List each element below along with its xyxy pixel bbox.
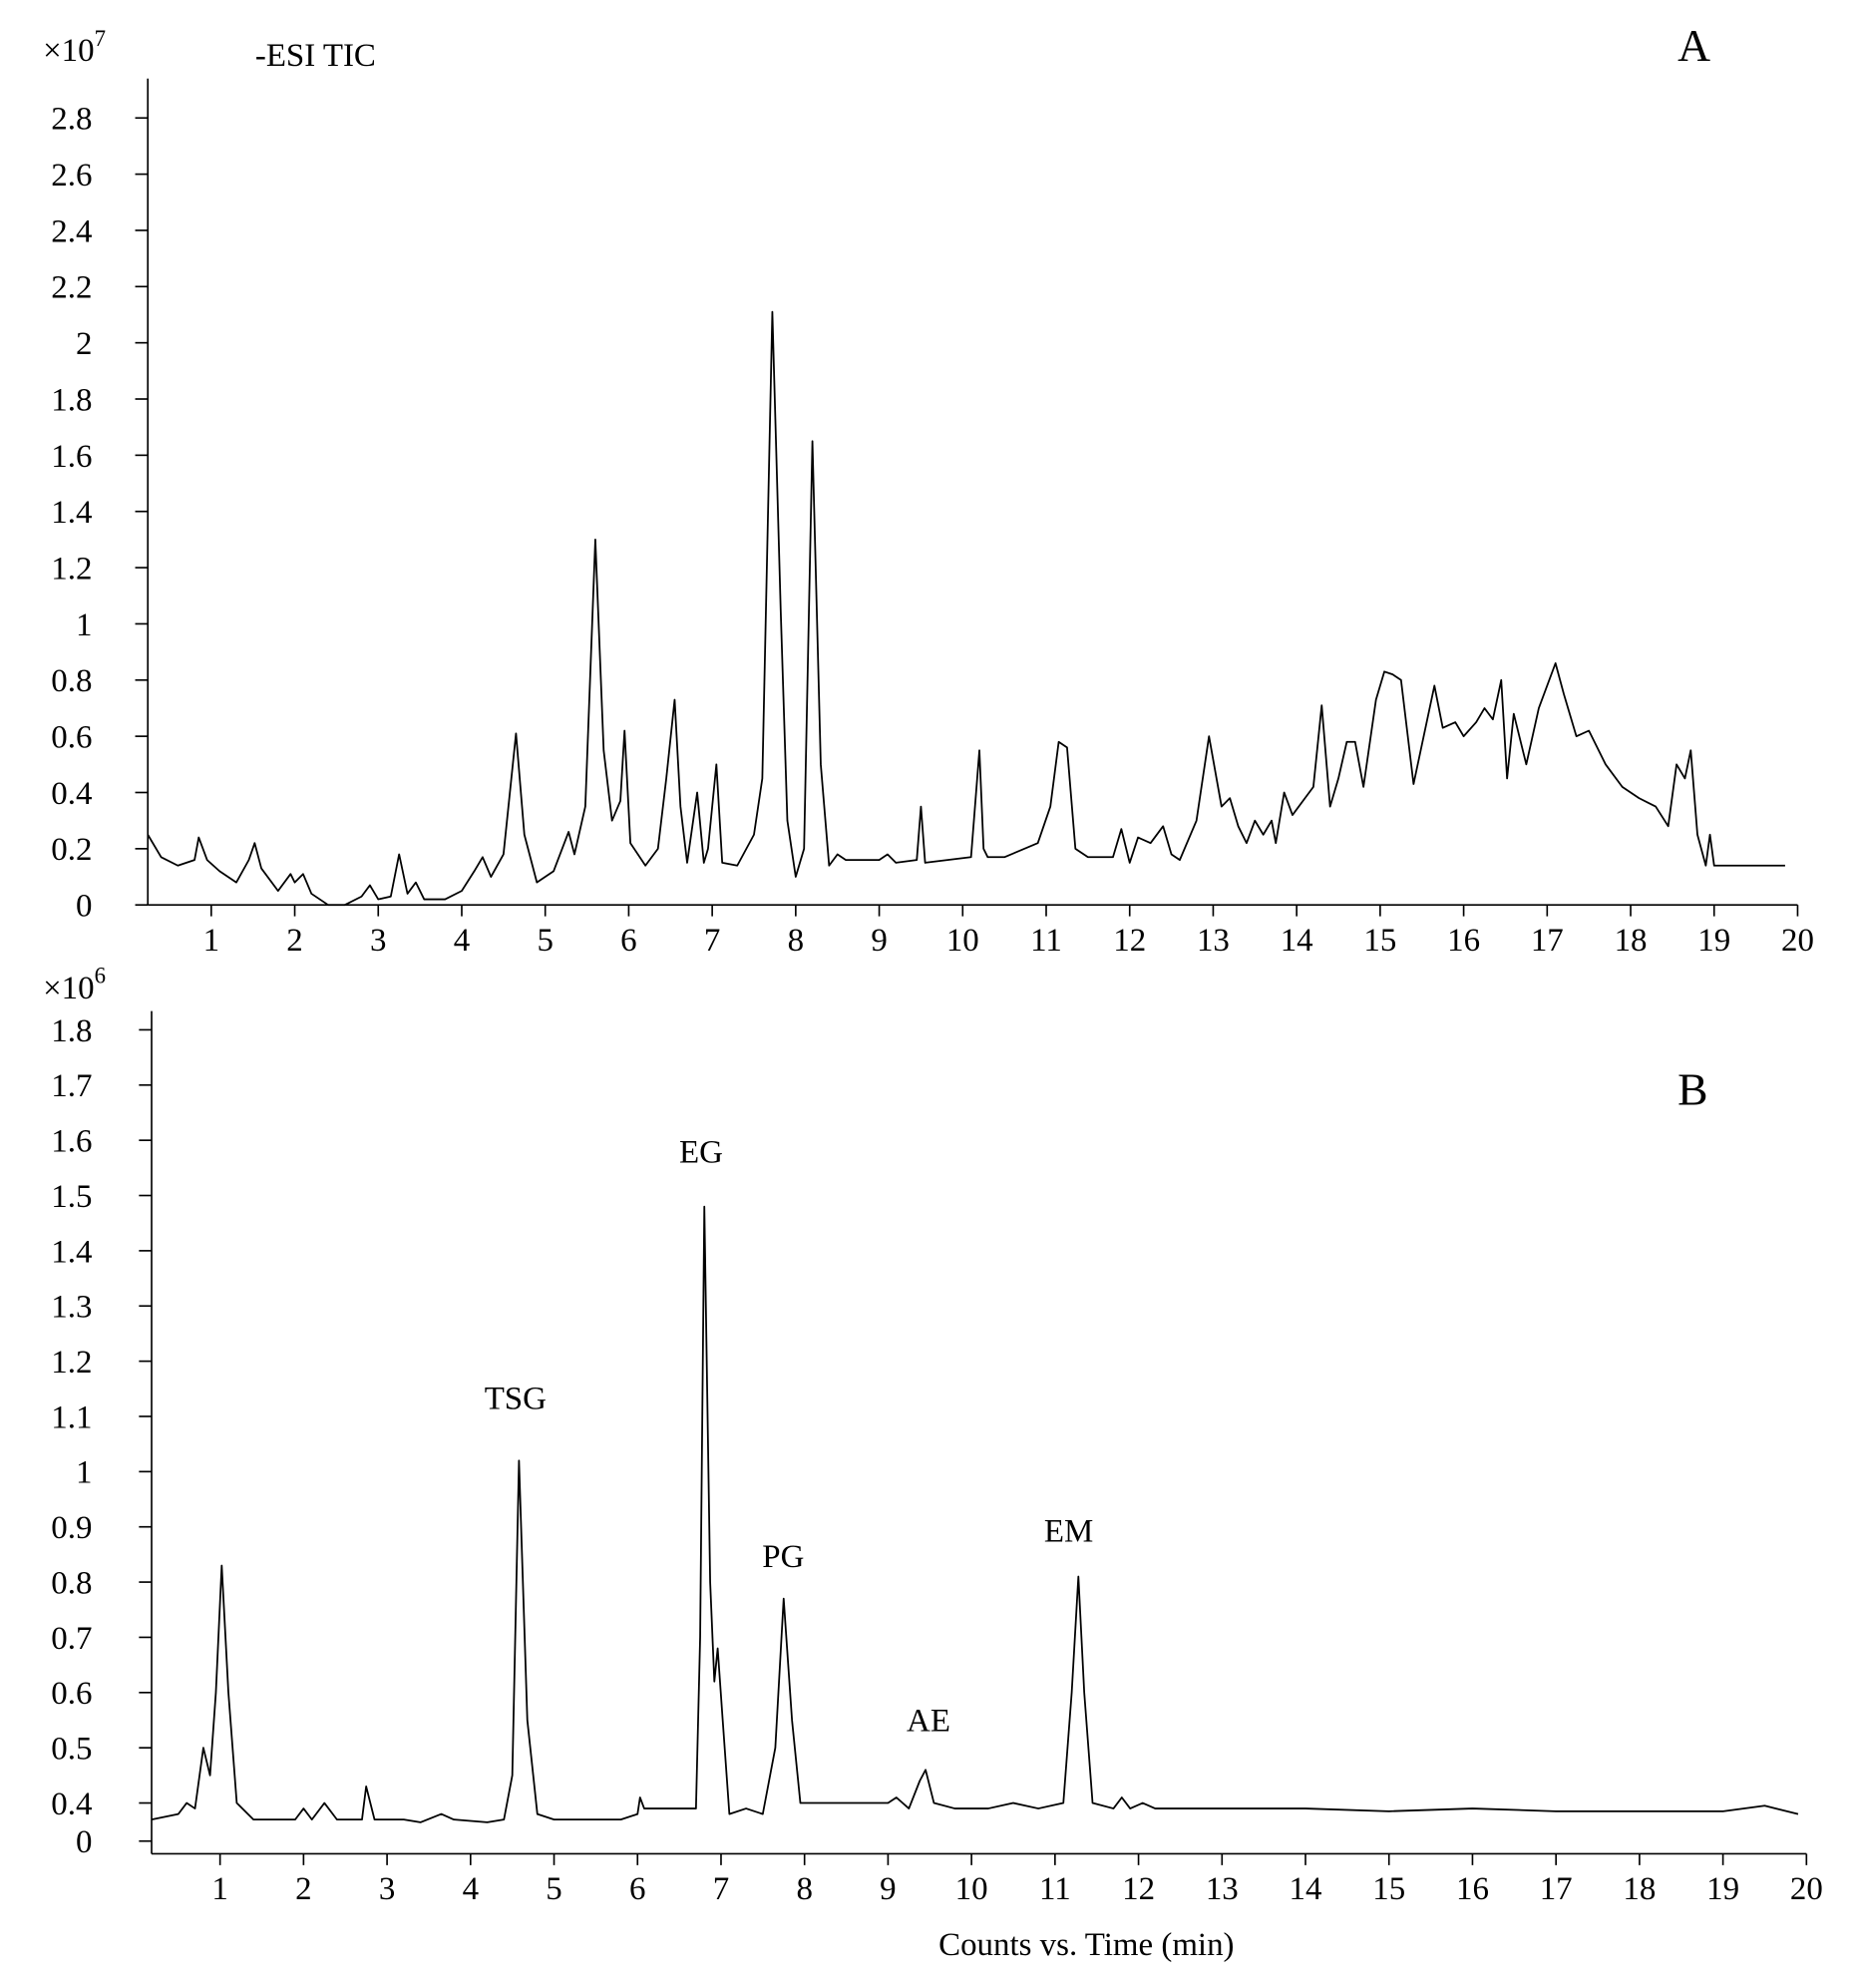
- y-tick-label: 1.6: [51, 1124, 92, 1160]
- multiplier-exponent: 6: [95, 964, 106, 989]
- x-tick-label: 1: [203, 923, 219, 959]
- x-tick-label: 19: [1706, 1871, 1739, 1907]
- y-tick-label: 1.7: [51, 1068, 92, 1104]
- y-tick-label: 1.6: [51, 439, 92, 475]
- y-tick-label: 0: [76, 1824, 92, 1860]
- y-tick-label: 2.8: [51, 102, 92, 138]
- y-tick-label: 0.8: [51, 663, 92, 699]
- y-tick-label: 0.4: [51, 1787, 92, 1822]
- x-tick-label: 15: [1372, 1871, 1405, 1907]
- y-multiplier: ×106: [43, 964, 106, 1006]
- x-tick-label: 18: [1615, 923, 1648, 959]
- y-tick-label: 1.1: [51, 1399, 92, 1435]
- x-tick-label: 20: [1781, 923, 1814, 959]
- panel-label: A: [1677, 20, 1710, 71]
- y-tick-label: 1.8: [51, 382, 92, 418]
- x-tick-label: 20: [1790, 1871, 1823, 1907]
- peak-annotation: EG: [679, 1135, 723, 1171]
- y-tick-label: 1.5: [51, 1179, 92, 1215]
- y-tick-label: 1.2: [51, 551, 92, 587]
- x-tick-label: 4: [454, 923, 470, 959]
- y-tick-label: 1.3: [51, 1290, 92, 1326]
- x-tick-label: 5: [537, 923, 553, 959]
- y-tick-label: 0.8: [51, 1565, 92, 1601]
- x-tick-label: 17: [1540, 1871, 1573, 1907]
- peak-annotation: AE: [907, 1704, 950, 1740]
- trace: [147, 310, 1785, 907]
- x-tick-label: 15: [1363, 923, 1396, 959]
- panel-label: B: [1677, 1063, 1707, 1114]
- x-tick-label: 19: [1697, 923, 1730, 959]
- x-tick-label: 11: [1039, 1871, 1071, 1907]
- peak-annotation: PG: [762, 1539, 804, 1575]
- x-tick-label: 18: [1623, 1871, 1656, 1907]
- x-tick-label: 13: [1197, 923, 1230, 959]
- x-tick-label: 5: [546, 1871, 561, 1907]
- x-tick-label: 6: [629, 1871, 645, 1907]
- y-tick-label: 1.4: [51, 495, 92, 531]
- x-tick-label: 10: [946, 923, 979, 959]
- x-axis-label: Counts vs. Time (min): [938, 1927, 1234, 1963]
- y-tick-label: 2.6: [51, 158, 92, 194]
- y-tick-label: 0.6: [51, 1676, 92, 1712]
- multiplier-base: ×10: [43, 971, 95, 1006]
- y-tick-label: 1.2: [51, 1345, 92, 1381]
- y-tick-label: 2.4: [51, 213, 92, 249]
- y-multiplier: ×107: [43, 26, 106, 69]
- y-tick-label: 1: [76, 1455, 92, 1491]
- multiplier-base: ×10: [43, 33, 95, 69]
- y-tick-label: 2: [76, 326, 92, 362]
- x-tick-label: 9: [880, 1871, 896, 1907]
- x-tick-label: 14: [1290, 1871, 1322, 1907]
- x-tick-label: 1: [211, 1871, 227, 1907]
- x-tick-label: 17: [1531, 923, 1564, 959]
- x-tick-label: 14: [1281, 923, 1313, 959]
- y-tick-label: 0.5: [51, 1732, 92, 1768]
- y-tick-label: 0.6: [51, 720, 92, 756]
- x-tick-label: 13: [1206, 1871, 1239, 1907]
- x-tick-label: 8: [796, 1871, 812, 1907]
- x-tick-label: 12: [1113, 923, 1146, 959]
- x-tick-label: 10: [955, 1871, 988, 1907]
- x-tick-label: 9: [871, 923, 887, 959]
- y-tick-label: 2.2: [51, 270, 92, 306]
- multiplier-exponent: 7: [95, 26, 106, 51]
- x-tick-label: 4: [463, 1871, 479, 1907]
- y-tick-label: 0.2: [51, 832, 92, 868]
- trace: [151, 1205, 1799, 1823]
- x-tick-label: 3: [370, 923, 386, 959]
- y-tick-label: 0.7: [51, 1621, 92, 1657]
- x-tick-label: 11: [1030, 923, 1062, 959]
- y-tick-label: 0: [76, 889, 92, 925]
- y-tick-label: 0.9: [51, 1510, 92, 1546]
- y-tick-label: 1.4: [51, 1234, 92, 1270]
- trace-label: -ESI TIC: [255, 38, 376, 74]
- x-tick-label: 2: [286, 923, 302, 959]
- x-tick-label: 16: [1456, 1871, 1489, 1907]
- y-tick-label: 1: [76, 607, 92, 643]
- x-tick-label: 7: [713, 1871, 729, 1907]
- x-tick-label: 2: [295, 1871, 311, 1907]
- y-tick-label: 0.4: [51, 776, 92, 812]
- x-tick-label: 3: [379, 1871, 395, 1907]
- y-tick-label: 1.8: [51, 1013, 92, 1049]
- peak-annotation: EM: [1044, 1514, 1093, 1550]
- x-tick-label: 6: [620, 923, 636, 959]
- x-tick-label: 8: [788, 923, 804, 959]
- x-tick-label: 16: [1447, 923, 1480, 959]
- x-tick-label: 7: [704, 923, 720, 959]
- x-tick-label: 12: [1122, 1871, 1155, 1907]
- peak-annotation: TSG: [485, 1382, 547, 1417]
